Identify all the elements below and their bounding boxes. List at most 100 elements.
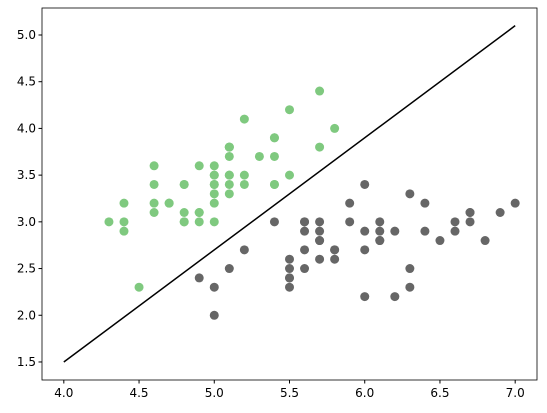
point	[375, 217, 385, 227]
point	[345, 198, 355, 208]
y-tick-label: 1.5	[17, 355, 36, 369]
point	[465, 207, 475, 217]
point	[345, 217, 355, 227]
point	[269, 151, 279, 161]
point	[330, 123, 340, 133]
point	[179, 207, 189, 217]
point	[285, 282, 294, 292]
point	[360, 179, 370, 189]
point	[209, 217, 219, 227]
point	[480, 236, 490, 246]
point	[300, 245, 310, 255]
point	[375, 236, 385, 246]
point	[194, 161, 204, 171]
point	[224, 189, 234, 199]
point	[104, 217, 114, 227]
x-tick-label: 6.0	[355, 386, 374, 400]
point	[224, 264, 234, 274]
point	[435, 236, 445, 246]
point	[239, 245, 249, 255]
point	[209, 189, 219, 199]
point	[269, 217, 279, 227]
y-tick-label: 4.0	[17, 121, 36, 135]
point	[194, 273, 204, 283]
point	[405, 282, 415, 292]
point	[405, 264, 415, 274]
point	[510, 198, 520, 208]
y-tick-label: 3.5	[17, 168, 36, 182]
y-tick-label: 4.5	[17, 75, 36, 89]
point	[239, 179, 249, 189]
point	[269, 179, 279, 189]
point	[149, 198, 159, 208]
point	[224, 151, 234, 161]
x-tick-label: 4.0	[54, 386, 73, 400]
y-tick-label: 3.0	[17, 215, 36, 229]
point	[179, 179, 189, 189]
point	[495, 207, 505, 217]
point	[360, 292, 370, 302]
point	[315, 254, 325, 264]
point	[269, 133, 279, 143]
plot-frame	[41, 7, 538, 381]
point	[285, 254, 294, 264]
point	[209, 179, 219, 189]
point	[465, 217, 475, 227]
point	[209, 310, 219, 320]
line	[63, 25, 516, 363]
point	[285, 105, 294, 115]
point	[149, 161, 159, 171]
point	[420, 226, 430, 236]
point	[300, 226, 310, 236]
x-tick-label: 6.5	[430, 386, 449, 400]
point	[315, 86, 325, 96]
point	[450, 217, 460, 227]
point	[164, 198, 174, 208]
point	[330, 254, 340, 264]
point	[149, 179, 159, 189]
point	[315, 226, 325, 236]
point	[209, 170, 219, 180]
point	[330, 245, 340, 255]
point	[209, 198, 219, 208]
point	[390, 292, 400, 302]
point	[209, 161, 219, 171]
y-tick-label: 5.0	[17, 28, 36, 42]
y-tick-label: 2.0	[17, 308, 36, 322]
point	[360, 245, 370, 255]
point	[285, 170, 294, 180]
point	[285, 273, 294, 283]
point	[194, 217, 204, 227]
point	[405, 189, 415, 199]
point	[390, 226, 400, 236]
x-tick-label: 5.5	[280, 386, 299, 400]
point	[360, 226, 370, 236]
point	[315, 236, 325, 246]
point	[315, 142, 325, 152]
point	[134, 282, 144, 292]
x-tick-label: 5.0	[205, 386, 224, 400]
point	[254, 151, 264, 161]
point	[315, 217, 325, 227]
point	[375, 226, 385, 236]
point	[149, 207, 159, 217]
point	[300, 264, 310, 274]
point	[119, 226, 129, 236]
point	[450, 226, 460, 236]
x-tick-label: 7.0	[506, 386, 525, 400]
point	[224, 170, 234, 180]
y-tick-label: 2.5	[17, 262, 36, 276]
point	[224, 142, 234, 152]
point	[194, 207, 204, 217]
x-tick-label: 4.5	[129, 386, 148, 400]
point	[420, 198, 430, 208]
point	[224, 179, 234, 189]
point	[300, 217, 310, 227]
point	[209, 282, 219, 292]
point	[119, 217, 129, 227]
point	[239, 170, 249, 180]
point	[119, 198, 129, 208]
point	[179, 217, 189, 227]
point	[239, 114, 249, 124]
